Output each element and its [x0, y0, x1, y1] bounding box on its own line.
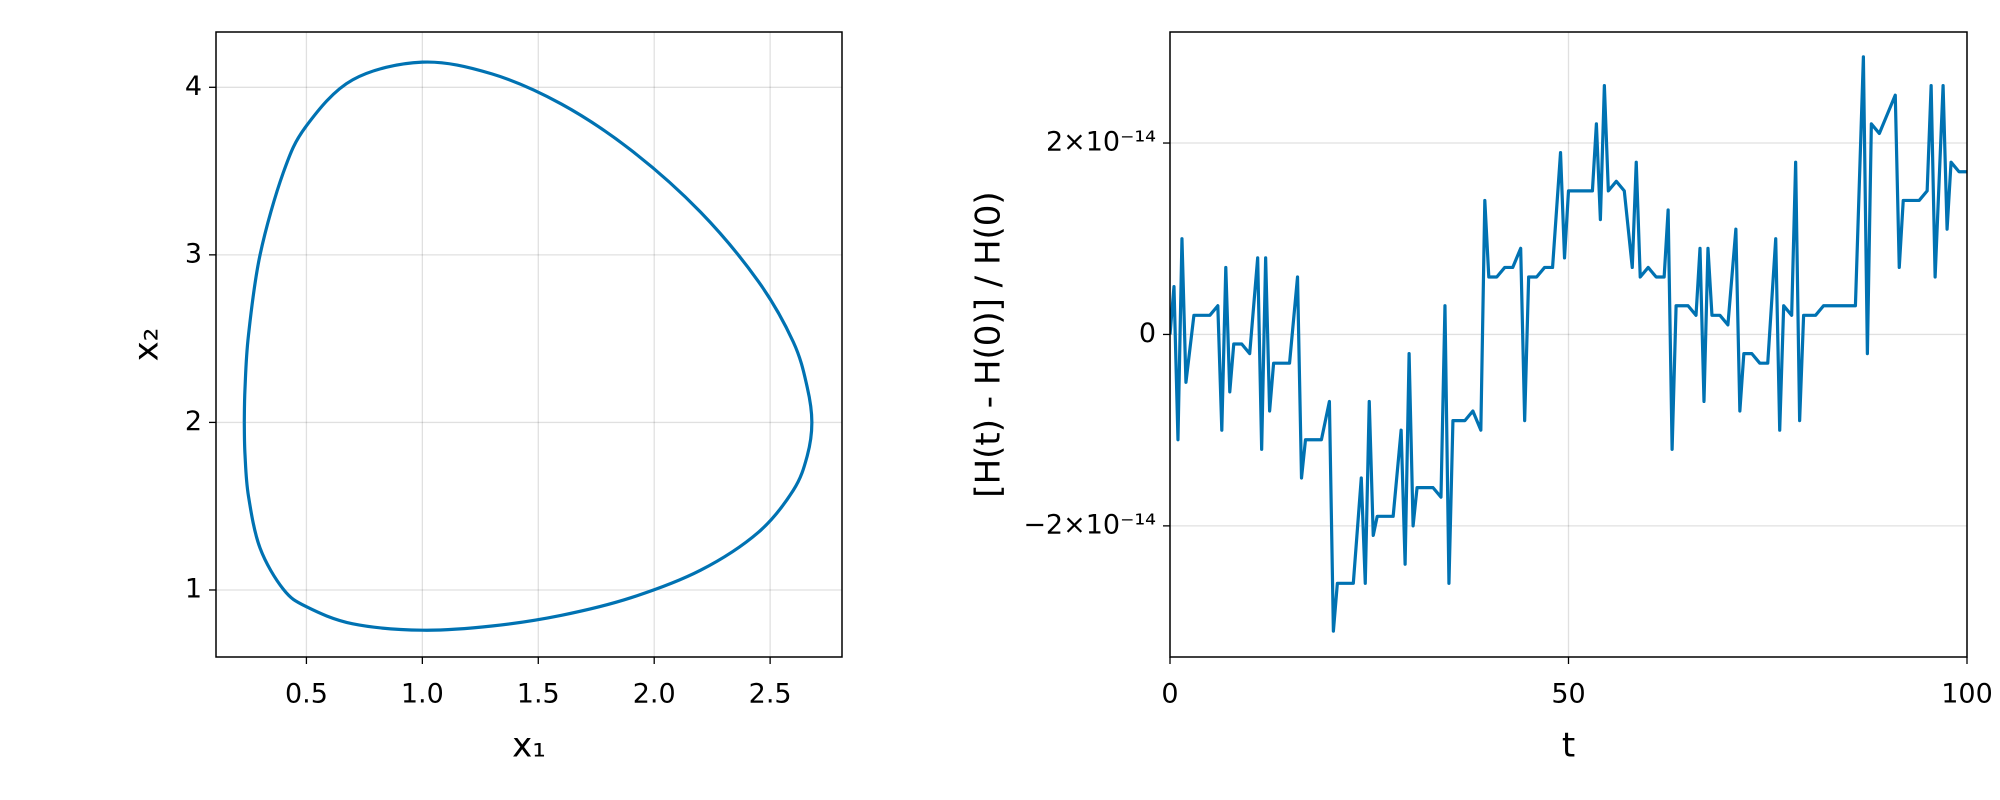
x-tick-label: 50 — [1551, 679, 1585, 710]
x-axis-label: x₁ — [512, 726, 546, 766]
panel: 0 50 100 −2×10⁻¹⁴ 0 2×10⁻¹⁴ t [H(t) - H(0)] / H… — [969, 31, 1993, 766]
x-tick-label: 2.0 — [633, 679, 676, 710]
plot-frame — [215, 31, 843, 658]
x-tick-label: 100 — [1941, 679, 1993, 710]
x-tick-label: 0 — [1161, 679, 1178, 710]
data-line — [1170, 55, 1967, 633]
x-tick-label: 1.0 — [401, 679, 444, 710]
y-tick-label: 1 — [185, 573, 202, 604]
y-tick-label: −2×10⁻¹⁴ — [1023, 509, 1156, 540]
y-tick-label: 4 — [185, 71, 202, 102]
y-tick-label: 3 — [185, 238, 202, 269]
y-tick-label: 2 — [185, 406, 202, 437]
y-axis-label: x₂ — [127, 328, 167, 362]
x-axis-label: t — [1562, 726, 1575, 766]
y-tick-label: 0 — [1139, 318, 1156, 349]
x-tick-label: 2.5 — [749, 679, 792, 710]
panel: 0.5 1.0 1.5 2.0 2.5 1 2 3 4 x₁ x₂ — [127, 31, 843, 766]
y-axis-label: [H(t) - H(0)] / H(0) — [969, 191, 1009, 497]
x-tick-label: 0.5 — [285, 679, 328, 710]
y-tick-label: 2×10⁻¹⁴ — [1046, 127, 1156, 158]
plot-frame — [1169, 31, 1968, 658]
data-line — [242, 60, 814, 632]
x-tick-label: 1.5 — [517, 679, 560, 710]
